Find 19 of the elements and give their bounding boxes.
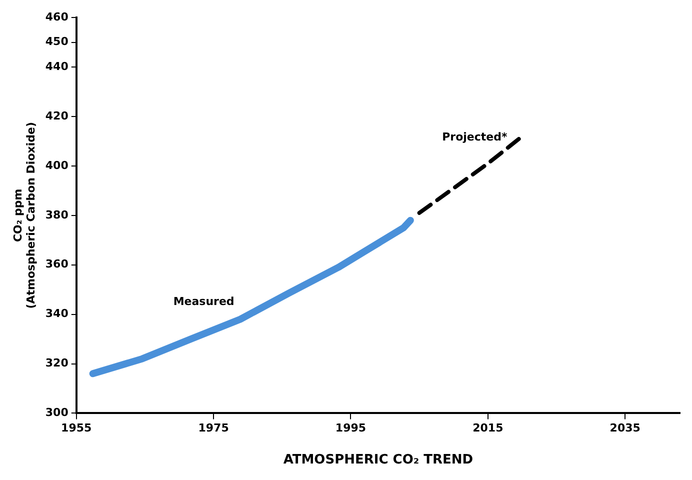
series-label: Projected* — [442, 130, 508, 144]
y-tick-label: 300 — [45, 406, 69, 420]
y-tick-label: 360 — [45, 258, 69, 271]
y-tick-label: 460 — [45, 10, 69, 24]
y-tick-label: 340 — [45, 307, 69, 320]
x-tick-label: 1975 — [198, 422, 229, 435]
series-label: Measured — [173, 295, 234, 308]
y-tick-label: 450 — [45, 35, 69, 48]
y-tick-label: 320 — [45, 356, 69, 370]
x-tick-label: 2015 — [472, 422, 504, 435]
y-tick-label: 440 — [45, 60, 69, 73]
x-tick-label: 1955 — [61, 422, 92, 435]
x-axis-title: ATMOSPHERIC CO₂ TREND — [283, 452, 474, 468]
y-axis-title: CO₂ ppm (Atmospheric Carbon Dioxide) — [11, 122, 38, 309]
y-tick-label: 420 — [45, 109, 69, 122]
y-tick-label: 380 — [45, 208, 69, 222]
x-tick-label: 2035 — [610, 422, 640, 435]
x-tick-label: 1995 — [335, 422, 366, 435]
y-tick-label: 400 — [45, 158, 69, 172]
